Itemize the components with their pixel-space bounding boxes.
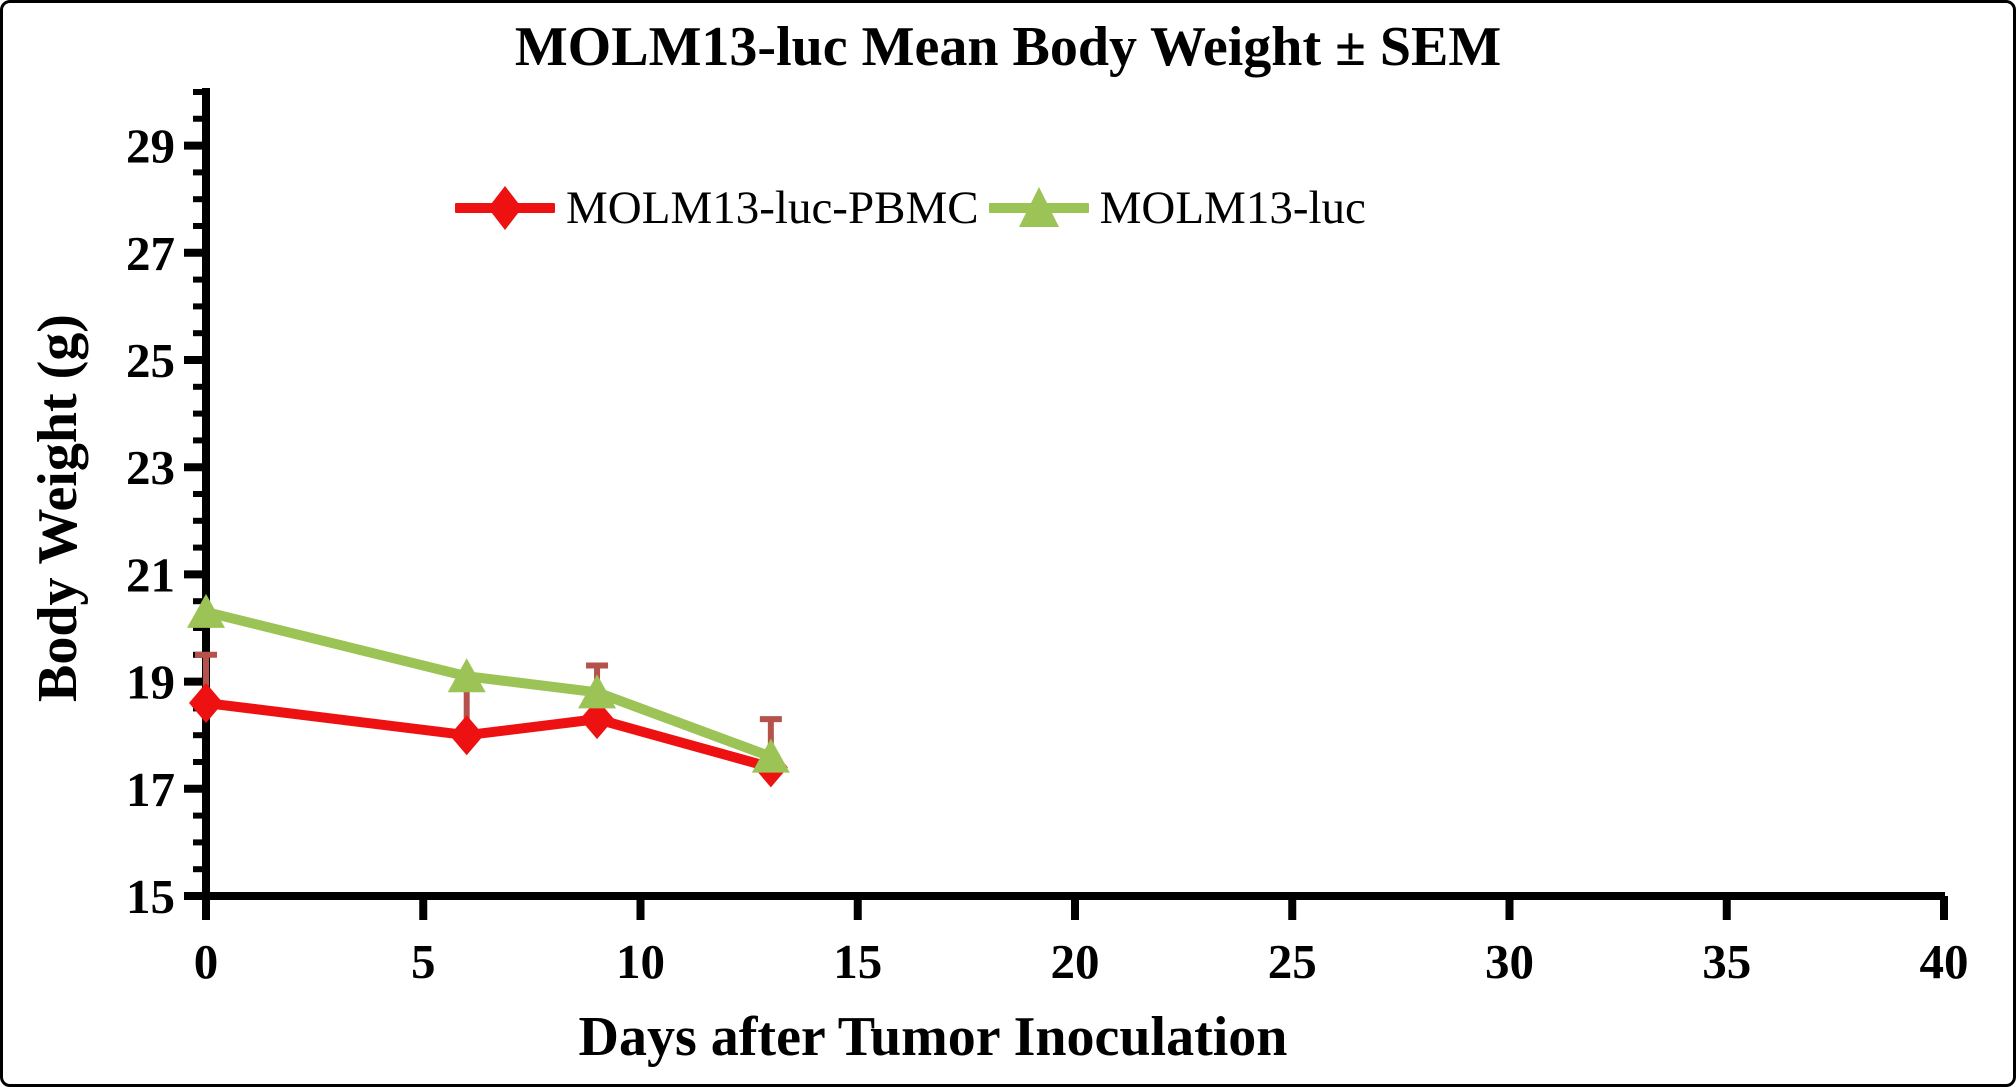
y-tick-label: 15: [126, 869, 175, 924]
x-tick-label: 15: [833, 934, 882, 989]
chart-svg: 15 17 19 21 23 25 27 29 0 5 10 15 20 25 30 35 40: [126, 88, 1969, 989]
y-tick-label: 19: [126, 655, 175, 710]
y-tick-label: 17: [126, 762, 175, 817]
y-axis-title: Body Weight (g): [27, 314, 89, 702]
chart-title: MOLM13-luc Mean Body Weight ± SEM: [514, 16, 1502, 78]
marker-triangle: [447, 658, 486, 693]
series-line-molm13-luc-pbmc: [201, 698, 776, 773]
marker-triangle: [187, 593, 225, 628]
x-tick-label: 5: [411, 934, 436, 989]
y-tick-label: 29: [126, 119, 175, 174]
y-tick-label: 25: [126, 333, 175, 388]
legend-line-triangle-icon: [988, 187, 1089, 227]
legend-item-molm13-luc-pbmc: MOLM13-luc-PBMC: [455, 181, 979, 235]
marker-diamond: [449, 715, 484, 756]
marker-triangle: [751, 738, 790, 773]
x-tick-label: 10: [616, 934, 665, 989]
x-tick-label: 35: [1702, 934, 1751, 989]
x-tick-label: 0: [194, 934, 219, 989]
legend: MOLM13-luc-PBMC MOLM13-luc: [455, 181, 1366, 235]
x-tick-label: 30: [1485, 934, 1534, 989]
x-tick-label: 20: [1051, 934, 1100, 989]
legend-label-molm13-luc: MOLM13-luc: [1099, 182, 1366, 234]
x-tick-label: 25: [1268, 934, 1317, 989]
x-axis-title: Days after Tumor Inoculation: [578, 1006, 1288, 1068]
marker-diamond: [189, 683, 223, 724]
marker-diamond: [580, 699, 615, 740]
y-tick-label: 21: [126, 547, 175, 602]
legend-item-molm13-luc: MOLM13-luc: [988, 181, 1366, 235]
legend-label-molm13-luc-pbmc: MOLM13-luc-PBMC: [566, 182, 979, 234]
legend-line-diamond-icon: [455, 186, 555, 230]
x-tick-label: 40: [1920, 934, 1969, 989]
marker-triangle: [578, 674, 617, 709]
series-line-molm13-luc: [201, 606, 776, 762]
y-tick-label: 23: [126, 440, 175, 495]
y-tick-label: 27: [126, 226, 175, 281]
